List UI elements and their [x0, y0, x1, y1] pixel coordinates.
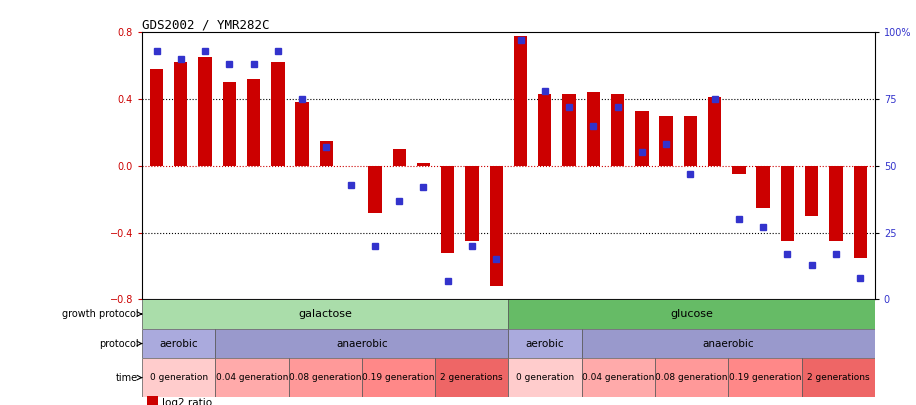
Bar — [320, 141, 333, 166]
Text: protocol: protocol — [99, 339, 138, 349]
Bar — [174, 62, 188, 166]
Text: anaerobic: anaerobic — [336, 339, 387, 349]
Text: 0 generation: 0 generation — [516, 373, 574, 382]
Bar — [829, 166, 843, 241]
Text: time: time — [116, 373, 138, 383]
Bar — [465, 166, 479, 241]
Text: anaerobic: anaerobic — [703, 339, 754, 349]
Bar — [508, 358, 582, 397]
Text: growth protocol: growth protocol — [61, 309, 138, 319]
Text: glucose: glucose — [671, 309, 713, 319]
Text: 2 generations: 2 generations — [807, 373, 869, 382]
Bar — [142, 299, 508, 329]
Text: aerobic: aerobic — [526, 339, 564, 349]
Bar — [508, 299, 875, 329]
Bar — [393, 149, 406, 166]
Text: log2 ratio: log2 ratio — [162, 399, 213, 405]
Bar — [854, 166, 867, 258]
Bar — [289, 358, 362, 397]
Bar — [199, 58, 212, 166]
Bar — [489, 166, 503, 286]
Text: 2 generations: 2 generations — [441, 373, 503, 382]
Text: 0.19 generation: 0.19 generation — [728, 373, 802, 382]
Bar — [508, 329, 582, 358]
Text: 0.19 generation: 0.19 generation — [362, 373, 435, 382]
Bar — [732, 166, 746, 174]
Bar — [150, 69, 163, 166]
Bar — [683, 116, 697, 166]
Bar — [142, 358, 215, 397]
Bar — [728, 358, 802, 397]
Bar — [296, 102, 309, 166]
Bar — [538, 94, 551, 166]
Bar — [215, 358, 289, 397]
Bar — [271, 62, 285, 166]
Bar — [802, 358, 875, 397]
Text: 0.04 generation: 0.04 generation — [582, 373, 655, 382]
Bar — [708, 98, 721, 166]
Bar — [562, 94, 576, 166]
Bar — [223, 83, 236, 166]
Text: aerobic: aerobic — [159, 339, 198, 349]
Bar — [435, 358, 508, 397]
Bar — [586, 92, 600, 166]
Text: galactose: galactose — [299, 309, 352, 319]
Bar — [368, 166, 382, 213]
Bar — [660, 116, 672, 166]
Bar — [247, 79, 260, 166]
Bar — [582, 329, 875, 358]
Bar — [780, 166, 794, 241]
Bar — [611, 94, 624, 166]
Bar — [417, 162, 431, 166]
Bar — [441, 166, 454, 253]
Bar — [655, 358, 728, 397]
Bar — [215, 329, 508, 358]
Bar — [514, 36, 528, 166]
Bar — [805, 166, 818, 216]
Text: 0.08 generation: 0.08 generation — [655, 373, 728, 382]
Bar — [757, 166, 769, 207]
Bar — [362, 358, 435, 397]
Bar — [582, 358, 655, 397]
Text: GDS2002 / YMR282C: GDS2002 / YMR282C — [142, 18, 269, 31]
Text: 0.08 generation: 0.08 generation — [289, 373, 362, 382]
Text: 0.04 generation: 0.04 generation — [215, 373, 289, 382]
Bar — [142, 329, 215, 358]
Bar — [635, 111, 649, 166]
Text: 0 generation: 0 generation — [149, 373, 208, 382]
